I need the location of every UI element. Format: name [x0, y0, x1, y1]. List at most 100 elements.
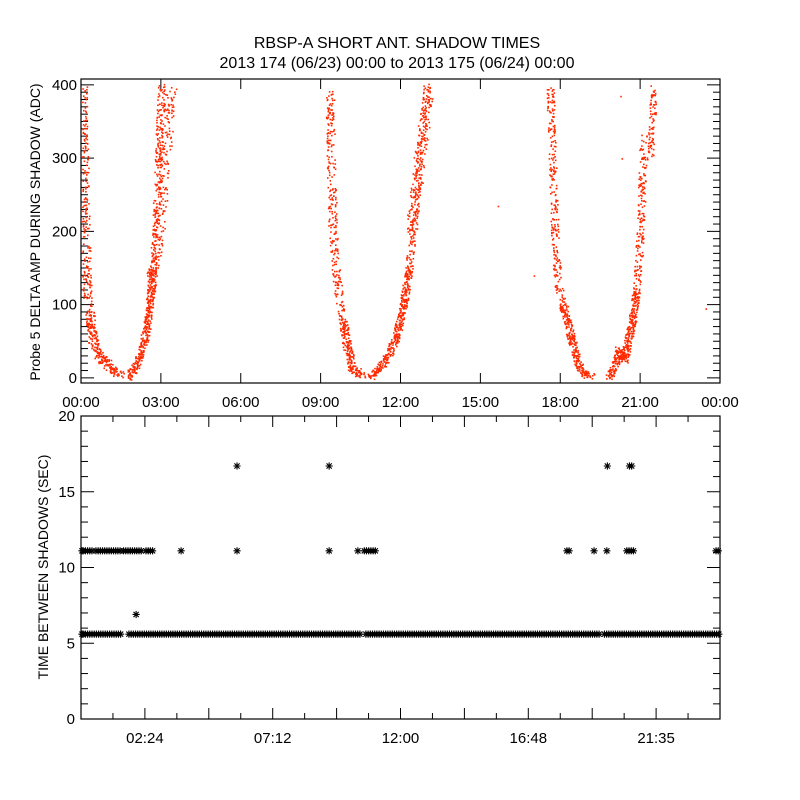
adc-point: [629, 321, 631, 324]
adc-point: [111, 368, 113, 371]
adc-point: [395, 336, 397, 338]
adc-point: [626, 353, 629, 355]
adc-point: [555, 187, 558, 190]
adc-point: [330, 203, 333, 205]
adc-point: [87, 273, 89, 275]
adc-point: [637, 274, 640, 276]
adc-point: [636, 233, 639, 235]
adc-point: [640, 265, 642, 268]
adc-point: [416, 228, 419, 230]
adc-point: [413, 233, 415, 236]
adc-point: [555, 199, 557, 201]
adc-point: [150, 316, 153, 319]
adc-point: [633, 287, 635, 289]
adc-point: [637, 293, 639, 295]
adc-point: [608, 370, 610, 372]
adc-point: [151, 292, 154, 295]
adc-point: [91, 305, 93, 308]
adc-point: [158, 93, 160, 95]
adc-point: [104, 358, 107, 360]
adc-point: [154, 240, 156, 242]
adc-point: [153, 222, 156, 225]
adc-point: [157, 164, 159, 167]
adc-point: [638, 299, 640, 302]
adc-point: [154, 212, 157, 215]
adc-point: [405, 301, 408, 304]
adc-point: [339, 276, 341, 279]
adc-point: [573, 335, 575, 337]
adc-point: [339, 315, 341, 317]
adc-point: [575, 342, 577, 345]
adc-point: [327, 108, 330, 110]
adc-point: [334, 216, 337, 218]
adc-point: [342, 304, 345, 307]
adc-point: [418, 188, 420, 191]
adc-point: [639, 228, 641, 231]
adc-point: [425, 110, 428, 113]
adc-point: [166, 160, 168, 163]
adc-point: [350, 343, 352, 345]
adc-point: [423, 85, 425, 87]
adc-point: [556, 210, 558, 213]
adc-point: [406, 277, 409, 279]
adc-point: [627, 331, 629, 333]
adc-point: [154, 210, 156, 212]
adc-point: [627, 356, 629, 358]
adc-point: [380, 368, 382, 371]
adc-point: [330, 93, 333, 96]
adc-point: [345, 321, 347, 323]
adc-point: [419, 158, 421, 161]
adc-point: [633, 315, 635, 317]
adc-point: [328, 206, 330, 208]
adc-point: [112, 364, 114, 366]
adc-point: [358, 371, 360, 374]
adc-point: [163, 86, 166, 88]
adc-point: [562, 317, 565, 320]
adc-point: [554, 208, 557, 211]
adc-point: [113, 375, 115, 377]
adc-point: [344, 335, 346, 338]
adc-point: [88, 297, 91, 299]
adc-point: [649, 136, 651, 139]
adc-point: [630, 322, 633, 325]
adc-point: [623, 358, 626, 361]
adc-point: [352, 356, 355, 359]
adc-point: [345, 329, 348, 332]
adc-point: [401, 299, 403, 302]
adc-point: [384, 364, 387, 367]
adc-point: [625, 357, 627, 360]
adc-point: [153, 236, 155, 238]
adc-point: [344, 318, 347, 321]
adc-point: [422, 129, 425, 131]
adc-point: [336, 270, 338, 273]
adc-point: [158, 186, 160, 188]
adc-point: [165, 163, 167, 166]
adc-point: [327, 207, 330, 210]
adc-point: [623, 351, 625, 353]
adc-point: [641, 251, 644, 254]
adc-point: [149, 310, 151, 313]
adc-point: [633, 288, 636, 290]
adc-point: [629, 315, 631, 317]
adc-point: [157, 142, 159, 145]
adc-point: [424, 118, 426, 121]
adc-point: [117, 373, 120, 375]
adc-point: [569, 339, 572, 341]
adc-point: [558, 237, 560, 239]
adc-point: [162, 128, 164, 131]
adc-point: [148, 334, 151, 337]
adc-point: [410, 205, 413, 207]
adc-point: [84, 119, 87, 122]
adc-point: [163, 109, 166, 111]
adc-point: [573, 351, 575, 354]
adc-point: [85, 216, 88, 219]
adc-point: [578, 368, 581, 370]
adc-point: [86, 161, 89, 164]
adc-point: [330, 122, 332, 124]
adc-point: [410, 221, 412, 223]
adc-point: [410, 250, 413, 253]
adc-point: [562, 310, 564, 312]
adc-point: [90, 326, 92, 328]
adc-point: [411, 202, 413, 205]
adc-point: [553, 227, 555, 230]
